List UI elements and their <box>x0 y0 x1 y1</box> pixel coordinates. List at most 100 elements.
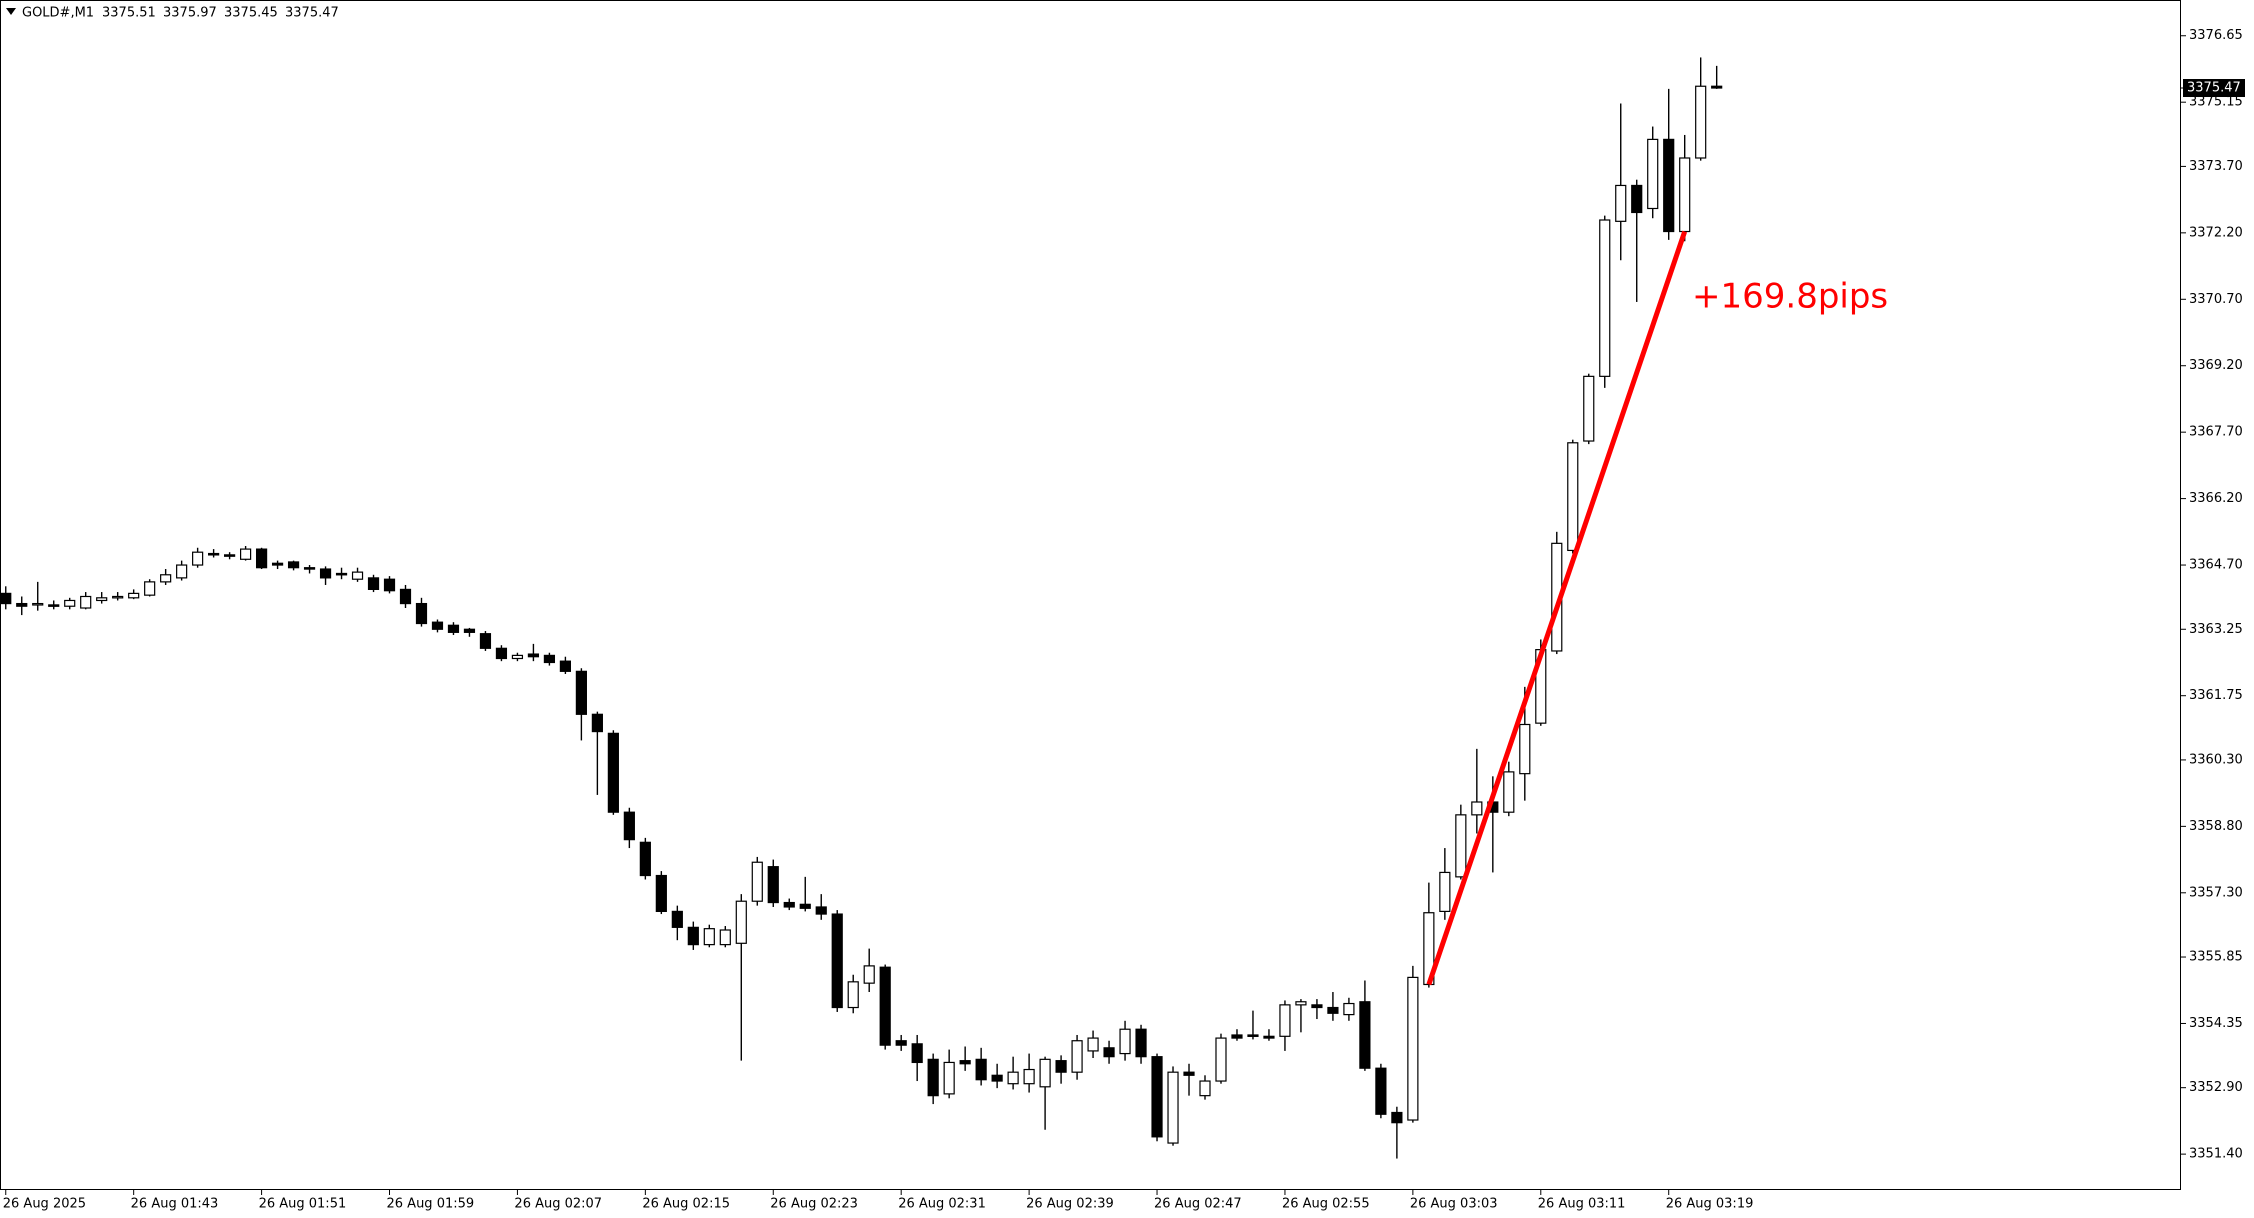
candle-body <box>1711 85 1723 89</box>
candle-body <box>479 633 492 649</box>
candle-body <box>1647 138 1659 210</box>
candle-body <box>639 841 651 877</box>
candle-body <box>1119 1028 1131 1055</box>
candle-body <box>399 588 412 605</box>
candle-body <box>80 595 92 609</box>
candle-body <box>1455 814 1467 878</box>
x-tick-label: 26 Aug 01:51 <box>259 1197 347 1212</box>
candle-body <box>1311 1004 1323 1009</box>
candle-body <box>991 1074 1003 1082</box>
x-tick-label: 26 Aug 02:15 <box>642 1197 730 1212</box>
price-box <box>2183 79 2245 98</box>
header-close: 3375.47 <box>285 6 339 21</box>
x-tick-label: 26 Aug 02:23 <box>770 1197 858 1212</box>
candle-body <box>160 574 172 583</box>
candle-body <box>1519 723 1531 775</box>
candle-body <box>671 910 683 928</box>
candle-body <box>431 621 444 630</box>
price-label: 3375.47 <box>2187 81 2241 96</box>
candle-body <box>687 926 699 946</box>
candle-body <box>1007 1071 1019 1085</box>
header-low: 3375.45 <box>224 6 278 21</box>
candle-body <box>1055 1060 1067 1073</box>
candle-body <box>32 602 44 606</box>
candle-body <box>287 561 300 569</box>
y-tick-label: 3366.20 <box>2189 491 2243 506</box>
candle-body <box>1599 219 1611 377</box>
candle-body <box>367 577 380 590</box>
candle-body <box>1167 1071 1179 1144</box>
candle-body <box>1327 1006 1339 1014</box>
candle-body <box>975 1058 987 1081</box>
candle-body <box>847 981 859 1009</box>
x-tick-label: 26 Aug 02:55 <box>1282 1197 1370 1212</box>
candle-body <box>48 604 60 607</box>
candle-body <box>719 929 731 946</box>
candle-body <box>1503 771 1515 813</box>
candle-body <box>767 866 779 904</box>
candle-body <box>543 654 556 664</box>
candle-body <box>1343 1002 1355 1016</box>
candle-body <box>703 928 715 946</box>
x-tick-label: 26 Aug 03:03 <box>1410 1197 1498 1212</box>
candle-body <box>64 599 76 607</box>
candle-body <box>192 551 204 566</box>
candle-body <box>144 581 156 596</box>
candle-body <box>255 548 268 569</box>
candle-body <box>559 660 572 672</box>
symbol-label: GOLD#,M1 <box>22 6 94 21</box>
candle-body <box>927 1058 939 1097</box>
annotation: +169.8pips <box>1692 277 1888 317</box>
y-tick-label: 3370.70 <box>2189 292 2243 307</box>
candle-body <box>1103 1047 1115 1058</box>
y-tick-label: 3354.35 <box>2189 1016 2243 1031</box>
candle-body <box>1231 1034 1243 1039</box>
x-tick-label: 26 Aug 03:11 <box>1538 1197 1626 1212</box>
candle-body <box>319 568 332 579</box>
candle-body <box>623 811 635 841</box>
candle-body <box>415 602 428 625</box>
x-tick-label: 26 Aug 03:19 <box>1666 1197 1754 1212</box>
candle-body <box>1247 1034 1259 1037</box>
y-tick-label: 3363.25 <box>2189 622 2243 637</box>
candle-body <box>1295 1001 1307 1006</box>
candle-body <box>128 592 140 599</box>
candle-body <box>879 966 891 1046</box>
candle-body <box>735 900 747 944</box>
candle-body <box>1135 1028 1147 1058</box>
x-tick-label: 26 Aug 02:47 <box>1154 1197 1242 1212</box>
candle-body <box>1567 442 1579 552</box>
candle-body <box>1359 1001 1371 1069</box>
candle-body <box>815 906 827 915</box>
x-tick-label: 26 Aug 02:07 <box>514 1197 602 1212</box>
candle-body <box>463 628 476 633</box>
candle-body <box>1631 184 1643 214</box>
candle-body <box>831 913 843 1009</box>
candle-body <box>176 564 188 579</box>
candle-body <box>1615 184 1627 222</box>
y-tick-label: 3361.75 <box>2189 688 2243 703</box>
candle-body <box>96 597 108 602</box>
candle-body <box>1087 1037 1099 1052</box>
candle-body <box>959 1060 971 1065</box>
x-tick-label: 26 Aug 02:39 <box>1026 1197 1114 1212</box>
candle-body <box>208 552 220 556</box>
candle-body <box>863 965 875 984</box>
candle-body <box>1199 1080 1211 1097</box>
candle-body <box>1279 1004 1291 1037</box>
x-tick-label: 26 Aug 2025 <box>3 1197 86 1212</box>
x-tick-label: 26 Aug 02:31 <box>898 1197 986 1212</box>
candle-body <box>16 602 28 607</box>
candle-body <box>1695 85 1707 159</box>
y-tick-label: 3364.70 <box>2189 558 2243 573</box>
candle-body <box>112 595 124 599</box>
candle-body <box>0 592 12 605</box>
candle-body <box>591 713 603 733</box>
candle-body <box>335 572 348 576</box>
x-tick-label: 26 Aug 01:43 <box>131 1197 219 1212</box>
candle-body <box>1183 1071 1195 1076</box>
candle-body <box>783 901 795 908</box>
candle-body <box>1679 157 1691 233</box>
menu-triangle <box>6 8 16 15</box>
